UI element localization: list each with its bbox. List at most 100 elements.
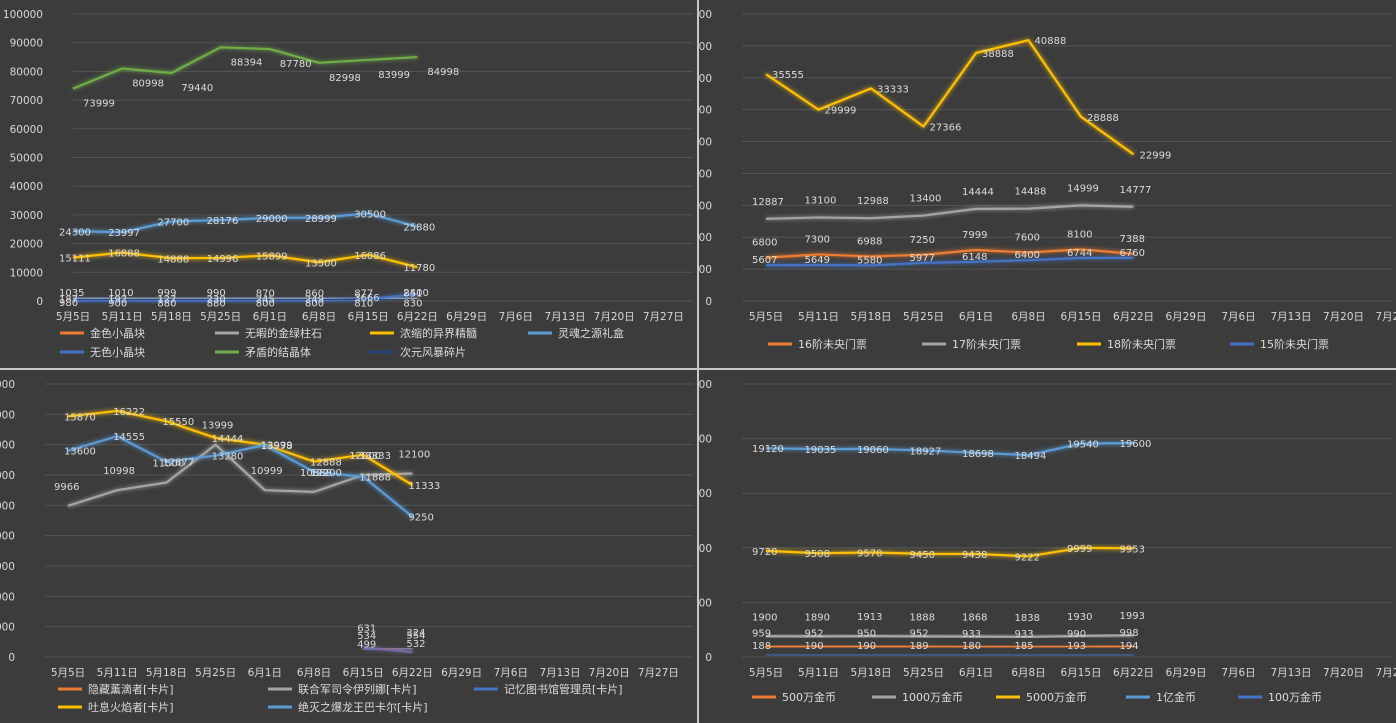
data-label: 18927: [910, 446, 942, 457]
y-tick-label: 40000: [10, 181, 43, 193]
x-tick-label: 5月11日: [97, 667, 138, 679]
x-tick-label: 6月15日: [343, 667, 384, 679]
data-label: 29999: [825, 106, 857, 117]
x-tick-label: 6月15日: [1060, 311, 1101, 323]
data-label: 880: [157, 298, 176, 309]
y-tick-label: 10000: [0, 500, 15, 512]
series-line: [67, 443, 413, 507]
x-tick-label: 6月1日: [959, 311, 993, 323]
y-tick-label: 25000: [699, 379, 712, 391]
x-tick-label: 5月11日: [798, 667, 839, 679]
data-label: 1913: [857, 612, 882, 623]
data-label: 14444: [212, 434, 244, 445]
data-label: 13978: [261, 441, 293, 452]
data-label: 19600: [1120, 439, 1152, 450]
data-label: 9953: [1120, 544, 1145, 555]
x-tick-label: 6月8日: [297, 667, 331, 679]
chart-panel-cards: 0 2000 4000 6000 8000 10000 12000 14000 16000 180…: [0, 370, 697, 723]
data-label: 990: [1067, 629, 1086, 640]
x-tick-label: 5月5日: [749, 311, 783, 323]
legend-label: 金色小晶块: [90, 326, 145, 340]
x-tick-label: 7月27日: [1375, 667, 1396, 679]
series-line: [363, 646, 413, 654]
data-label: 18698: [962, 449, 994, 460]
x-tick-label: 7月27日: [1375, 311, 1396, 323]
legend-label: 5000万金币: [1026, 690, 1087, 704]
data-label: 40888: [1035, 36, 1067, 47]
data-label: 185: [1015, 641, 1034, 652]
data-label: 11780: [403, 263, 435, 274]
y-tick-label: 5000: [699, 597, 712, 609]
data-label: 12988: [857, 196, 889, 207]
data-label: 230: [207, 294, 226, 305]
x-tick-label: 7月13日: [539, 667, 580, 679]
data-label: 2400: [403, 288, 428, 299]
data-label: 13999: [261, 441, 293, 452]
x-tick-label: 7月20日: [589, 667, 630, 679]
x-tick-label: 7月13日: [1270, 667, 1311, 679]
data-label: 28888: [1087, 113, 1119, 124]
data-label: 631: [357, 623, 376, 634]
chart-panel-materials: 0 10000 20000 30000 40000 50000 60000 70000 8000…: [0, 0, 697, 368]
data-label: 13500: [305, 258, 337, 269]
y-tick-label: 45000: [699, 9, 712, 21]
x-tick-label: 7月6日: [494, 667, 528, 679]
y-tick-label: 40000: [699, 41, 712, 53]
legend-label: 100万金币: [1268, 690, 1322, 704]
data-label: 12887: [752, 197, 784, 208]
legend-label: 灵魂之源礼盒: [558, 326, 624, 340]
data-label: 19060: [857, 445, 889, 456]
y-tick-label: 8000: [0, 531, 15, 543]
y-tick-label: 6000: [0, 561, 15, 573]
data-label: 5580: [857, 255, 882, 266]
data-label: 12877: [162, 458, 194, 469]
x-tick-label: 7月13日: [544, 311, 585, 323]
data-label: 24300: [59, 227, 91, 238]
y-tick-label: 30000: [10, 210, 43, 222]
data-label: 324: [406, 628, 425, 639]
data-label: 998: [1120, 628, 1139, 639]
data-label: 7300: [805, 234, 830, 245]
data-label: 14996: [207, 254, 239, 265]
y-tick-label: 0: [36, 296, 43, 308]
data-label: 800: [305, 299, 324, 310]
data-label: 12200: [310, 468, 342, 479]
y-tick-label: 14000: [0, 440, 15, 452]
x-tick-label: 5月5日: [51, 667, 85, 679]
y-tick-label: 20000: [10, 239, 43, 251]
y-tick-label: 5000: [699, 264, 712, 276]
legend-label: 15阶未央门票: [1260, 337, 1329, 351]
y-tick-label: 0: [8, 652, 15, 664]
data-label: 192: [108, 294, 127, 305]
legend-label: 绝灭之爆龙王巴卡尔[卡片]: [298, 700, 428, 714]
data-label: 180: [962, 641, 981, 652]
data-label: 84998: [427, 67, 459, 78]
legend-label: 浓缩的异界精髓: [400, 326, 477, 340]
data-label: 1868: [962, 613, 987, 624]
data-label: 13600: [64, 447, 96, 458]
data-label: 30500: [354, 209, 386, 220]
data-label: 810: [354, 299, 373, 310]
legend-label: 17阶未央门票: [952, 337, 1021, 351]
data-label: 29000: [256, 214, 288, 225]
data-label: 851: [403, 289, 422, 300]
x-tick-label: 5月25日: [903, 667, 944, 679]
data-label: 13280: [212, 452, 244, 463]
data-label: 14444: [962, 187, 994, 198]
legend-label: 矛盾的结晶体: [245, 345, 311, 359]
x-tick-label: 7月27日: [643, 311, 684, 323]
data-label: 38888: [982, 49, 1014, 60]
data-label: 952: [805, 629, 824, 640]
legend-label: 次元风暴碎片: [400, 345, 466, 359]
series-line: [67, 435, 414, 518]
y-tick-label: 0: [705, 296, 712, 308]
y-tick-label: 2000: [0, 622, 15, 634]
data-label: 12888: [310, 458, 342, 469]
y-tick-label: 60000: [10, 124, 43, 136]
data-label: 194: [1120, 641, 1139, 652]
data-label: 9250: [408, 513, 433, 524]
y-tick-label: 30000: [699, 105, 712, 117]
y-tick-label: 100000: [3, 9, 43, 21]
legend-label: 记忆图书馆管理员[卡片]: [504, 682, 623, 696]
series-line: [72, 212, 418, 234]
